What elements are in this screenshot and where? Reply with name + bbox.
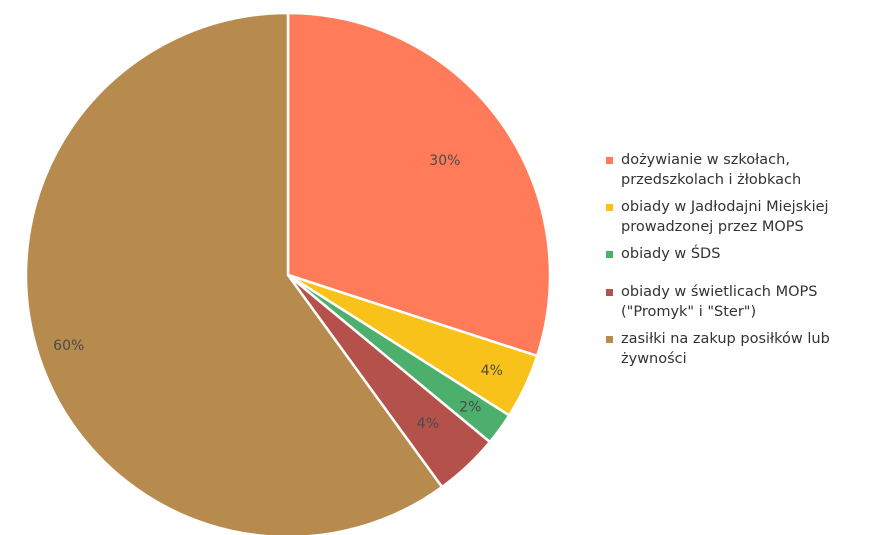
legend-label: dożywianie w szkołach, przedszkolach i ż… (621, 152, 802, 188)
legend-swatch (606, 289, 613, 296)
data-label: 2% (459, 399, 481, 415)
legend-item: obiady w świetlicach MOPS ("Promyk" i "S… (606, 282, 874, 322)
legend-swatch (606, 157, 613, 164)
legend-swatch (606, 336, 613, 343)
legend-label: obiady w ŚDS (621, 246, 721, 262)
pie-slice (24, 11, 444, 535)
legend-item: dożywianie w szkołach, przedszkolach i ż… (606, 150, 874, 190)
data-label: 4% (481, 363, 503, 379)
pie-slice (286, 11, 552, 358)
legend-item: obiady w Jadłodajni Miejskiej prowadzone… (606, 197, 874, 237)
legend-label: zasiłki na zakup posiłków lub żywności (621, 331, 830, 367)
legend-label: obiady w świetlicach MOPS ("Promyk" i "S… (621, 284, 818, 320)
legend-swatch (606, 251, 613, 258)
legend-item: obiady w ŚDS (606, 244, 874, 264)
pie-data-labels: 30% 4% 2% 4% 60% (53, 153, 503, 432)
data-label: 30% (429, 153, 460, 169)
legend-item: zasiłki na zakup posiłków lub żywności (606, 329, 874, 369)
data-label: 60% (53, 338, 84, 354)
pie-slices (24, 11, 552, 535)
data-label: 4% (417, 416, 439, 432)
legend: dożywianie w szkołach, przedszkolach i ż… (606, 150, 874, 376)
legend-label: obiady w Jadłodajni Miejskiej prowadzone… (621, 199, 829, 235)
legend-swatch (606, 204, 613, 211)
